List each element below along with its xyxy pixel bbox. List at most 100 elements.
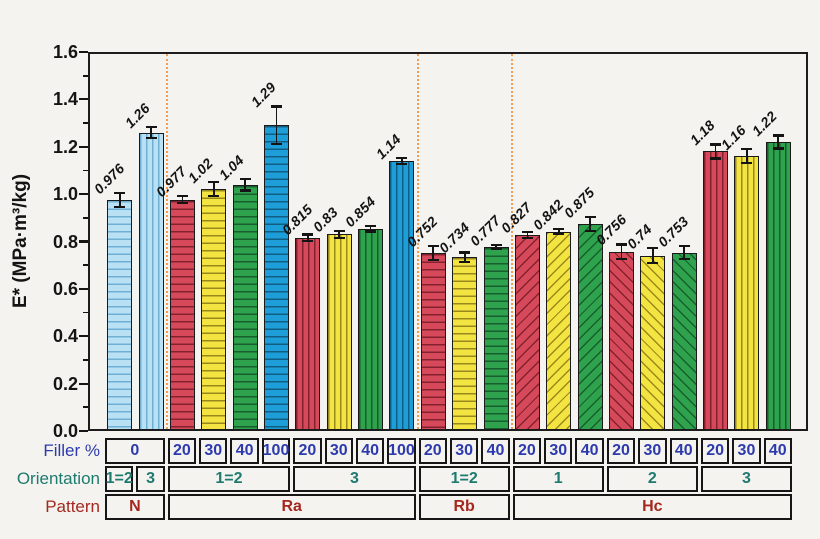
error-bar-cap-top [396,157,408,160]
error-bar [401,158,403,164]
bar [389,160,415,431]
table-cell-pattern: Hc [512,494,792,520]
error-bar-cap-bottom [302,240,314,243]
error-bar-cap-top [114,191,126,194]
y-tick-major [79,145,88,148]
table-cell-filler: 20 [418,438,447,464]
bar [514,235,540,431]
error-bar [651,248,654,264]
error-bar-cap-top [772,134,784,137]
row-label-orientation: Orientation [16,469,100,488]
error-bar-cap-top [333,229,345,233]
error-bar-cap-bottom [145,137,157,140]
bar [358,228,384,431]
group-separator-line [165,54,168,429]
y-tick-minor [83,311,88,314]
error-bar-cap-top [678,245,690,248]
y-tick-label: 0.2 [52,373,78,394]
table-cell-filler: 0 [105,438,165,464]
table-cell-filler: 30 [450,438,479,464]
error-bar [589,216,592,231]
bar [295,237,321,431]
error-bar-cap-top [616,243,627,246]
error-bar-cap-bottom [490,247,502,250]
bar [546,231,572,431]
bar [577,223,603,431]
error-bar [275,106,278,145]
error-bar-cap-bottom [647,262,659,265]
table-cell-filler: 20 [700,438,730,464]
error-bar-cap-bottom [459,260,471,263]
y-tick-major [79,429,88,433]
bar [107,199,133,431]
table-cell-pattern: N [105,494,165,520]
bar [326,234,352,431]
y-tick-label: 0.4 [52,326,78,347]
error-bar-cap-top [584,215,596,218]
y-tick-minor [83,406,88,409]
error-bar [495,245,497,249]
y-tick-major [79,335,88,338]
error-bar [306,234,309,242]
table-cell-filler: 40 [575,438,604,464]
y-tick-minor [83,169,88,172]
table-cell-filler: 100 [261,438,291,464]
table-cell-filler: 100 [387,438,416,464]
y-tick-major [79,193,88,196]
y-tick-minor [83,264,88,267]
error-bar [369,225,372,232]
table-cell-orientation: 1=2 [418,466,510,492]
error-bar-cap-top [208,181,220,184]
y-tick-label: 0.6 [52,278,78,299]
error-bar [150,126,152,139]
error-bar [463,252,466,262]
error-bar-cap-top [741,148,753,151]
error-bar-cap-top [365,224,377,228]
y-tick-minor [83,216,88,219]
bar [201,189,227,431]
error-bar-cap-top [271,105,282,108]
table-cell-orientation: 1 [512,466,604,492]
error-bar-cap-top [145,125,157,128]
row-label-pattern: Pattern [45,497,100,516]
error-bar-cap-bottom [396,162,408,165]
error-bar [526,232,529,238]
error-bar [244,178,247,191]
error-bar-cap-bottom [427,258,439,261]
table-cell-filler: 20 [512,438,542,464]
error-bar-cap-bottom [333,236,345,239]
y-tick-minor [83,74,88,77]
table-cell-filler: 30 [638,438,667,464]
table-cell-orientation: 3 [293,466,416,492]
error-bar-cap-bottom [521,236,533,239]
error-bar [620,244,623,260]
y-tick-minor [83,359,88,361]
error-bar-cap-bottom [678,258,690,261]
table-cell-filler: 40 [669,438,698,464]
table-cell-filler: 20 [167,438,197,464]
error-bar-cap-bottom [584,229,596,232]
error-bar-cap-top [427,244,439,247]
error-bar [118,192,121,207]
y-tick-minor [83,122,88,124]
bar [640,255,666,431]
table-cell-filler: 40 [355,438,385,464]
bar [264,125,289,431]
error-bar [714,144,717,159]
error-bar [212,182,215,197]
table-cell-filler: 30 [544,438,573,464]
y-tick-label: 1.0 [52,184,78,205]
error-bar [432,245,435,260]
bar [609,251,634,431]
y-tick-major [79,50,88,54]
error-bar-cap-bottom [114,205,126,208]
bar [734,156,760,431]
error-bar-cap-bottom [176,201,188,205]
bar [169,199,195,431]
y-tick-label: 1.2 [52,136,78,157]
table-cell-pattern: Ra [167,494,416,520]
y-tick-label: 0.8 [52,231,78,252]
error-bar-cap-top [490,244,502,247]
error-bar [683,246,686,260]
